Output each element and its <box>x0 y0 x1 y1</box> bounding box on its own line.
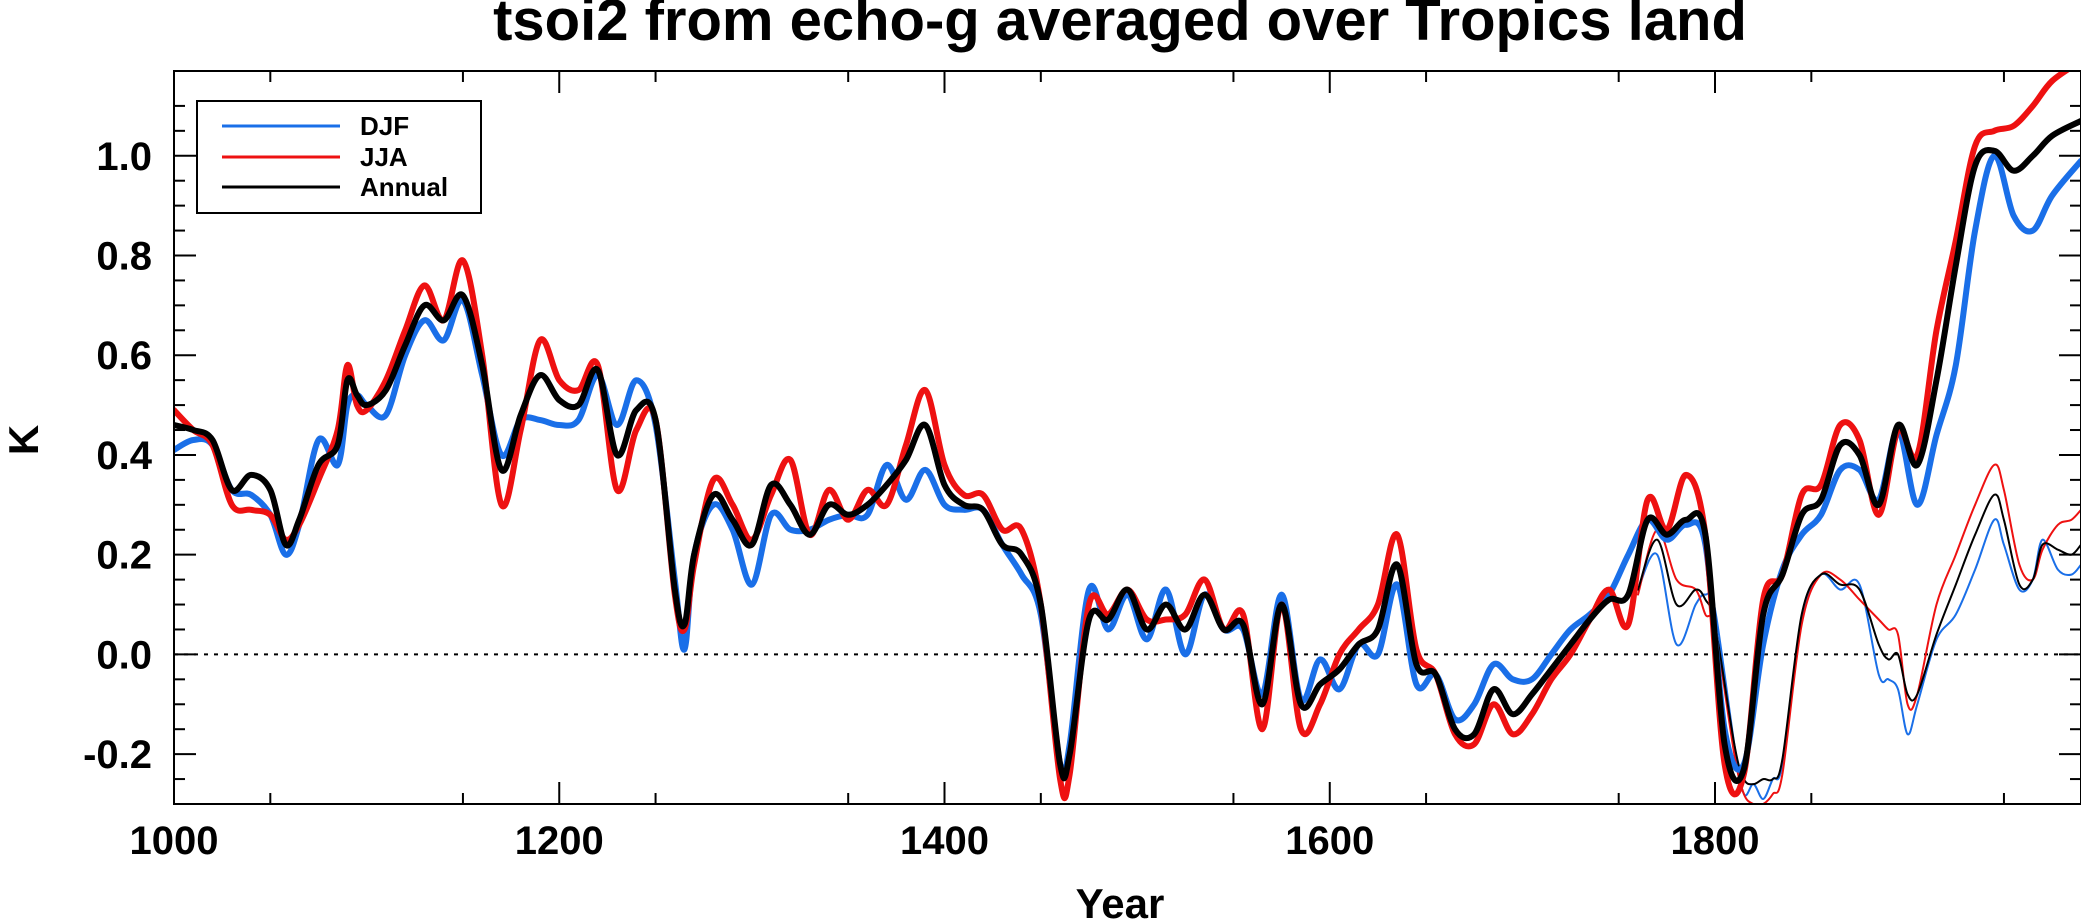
x-tick-label: 1800 <box>1671 819 1760 863</box>
legend-label-annual: Annual <box>360 172 448 202</box>
legend-label-jja: JJA <box>360 142 408 172</box>
y-tick-label: 0.6 <box>96 334 152 378</box>
y-tick-label: 0.2 <box>96 534 152 578</box>
legend: DJF JJA Annual <box>196 100 482 214</box>
ticks-group <box>173 71 2081 804</box>
x-tick-label: 1200 <box>515 819 604 863</box>
x-axis-label: Year <box>1076 880 1165 923</box>
x-tick-label: 1000 <box>130 819 219 863</box>
y-tick-label: -0.2 <box>83 733 152 777</box>
y-tick-label: 1.0 <box>96 135 152 179</box>
tick-labels-group: 1000 1200 1400 1600 1800 -0.2 0.0 0.2 0.4 0.6 0.8 1… <box>83 135 1759 863</box>
series-group <box>174 71 2081 804</box>
x-tick-label: 1400 <box>900 819 989 863</box>
y-tick-label: 0.4 <box>96 434 152 478</box>
plot-frame <box>173 70 2081 805</box>
x-tick-label: 1600 <box>1285 819 1374 863</box>
y-tick-label: 0.0 <box>96 633 152 677</box>
legend-label-djf: DJF <box>360 111 409 141</box>
series-line-annual <box>174 117 2081 784</box>
y-tick-label: 0.8 <box>96 234 152 278</box>
chart-title: tsoi2 from echo-g averaged over Tropics … <box>493 0 1747 53</box>
y-axis-label: K <box>0 425 47 455</box>
